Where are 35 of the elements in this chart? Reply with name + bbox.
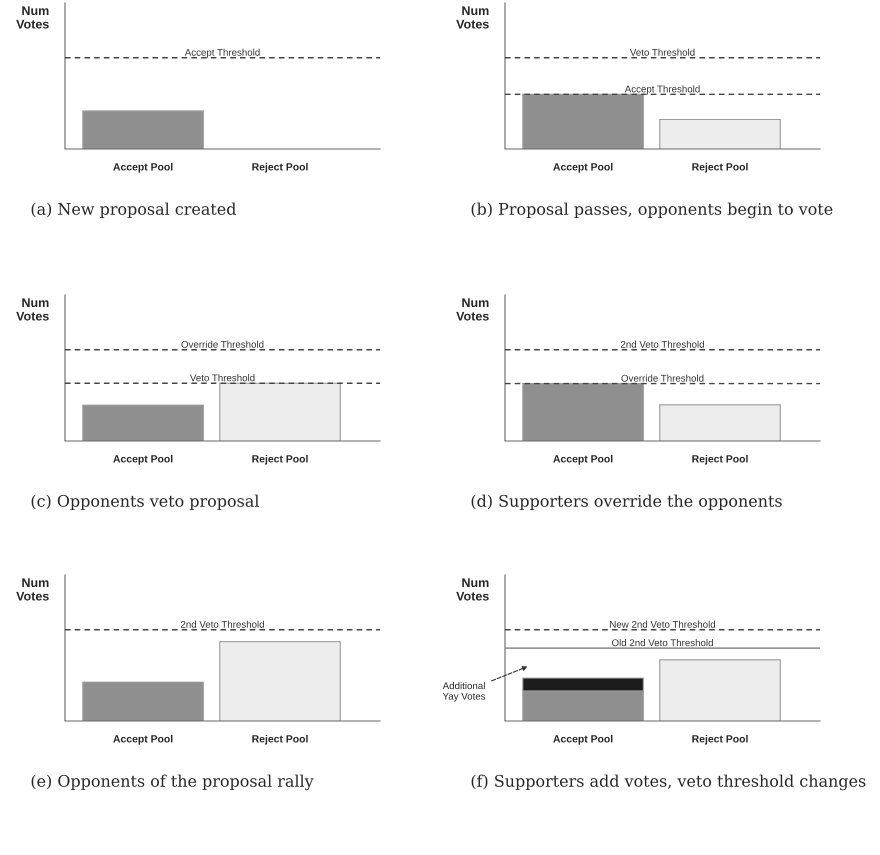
x-tick-label: Accept Pool bbox=[113, 454, 172, 465]
x-tick-label: Reject Pool bbox=[692, 734, 748, 745]
y-axis-title: Num Votes bbox=[456, 298, 489, 321]
x-tick-label: Accept Pool bbox=[553, 454, 612, 465]
text: (e) Opponents of the proposal rally bbox=[32, 774, 314, 790]
y-axis-title: Num Votes bbox=[16, 6, 49, 29]
ref-line-label: 2nd Veto Threshold bbox=[180, 620, 264, 628]
x-tick-label: Accept Pool bbox=[553, 734, 612, 745]
ref-line-label: Override Threshold bbox=[181, 340, 264, 348]
text: (f) Supporters add votes, veto threshold changes bbox=[472, 774, 866, 790]
ref-line-label: Accept Threshold bbox=[624, 85, 700, 94]
x-tick-label: Accept Pool bbox=[553, 162, 612, 173]
text: (c) Opponents veto proposal bbox=[32, 494, 259, 510]
ref-line-label: Override Threshold bbox=[621, 374, 704, 382]
text: Additional Yay Votes bbox=[442, 682, 486, 702]
x-tick-label: Accept Pool bbox=[113, 734, 172, 745]
text: (b) Proposal passes, opponents begin to vote bbox=[472, 202, 832, 218]
y-axis-title: Num Votes bbox=[16, 578, 49, 601]
ref-line-label: Veto Threshold bbox=[630, 48, 694, 56]
text: (d) Supporters override the opponents bbox=[472, 494, 782, 510]
x-tick-label: Reject Pool bbox=[252, 162, 308, 173]
ref-line-label: Old 2nd Veto Threshold bbox=[612, 639, 713, 646]
y-axis-title: Num Votes bbox=[16, 298, 49, 321]
y-axis-title: Num Votes bbox=[456, 578, 489, 601]
x-tick-label: Reject Pool bbox=[252, 734, 308, 745]
ref-line-label: Veto Threshold bbox=[190, 374, 254, 382]
x-tick-label: Reject Pool bbox=[692, 454, 748, 465]
text: (a) New proposal created bbox=[32, 202, 236, 218]
x-tick-label: Reject Pool bbox=[692, 162, 748, 173]
ref-line-label: Accept Threshold bbox=[184, 48, 260, 58]
ref-line-label: New 2nd Veto Threshold bbox=[610, 620, 716, 628]
x-tick-label: Accept Pool bbox=[113, 162, 172, 173]
ref-line-label: 2nd Veto Threshold bbox=[620, 340, 704, 348]
y-axis-title: Num Votes bbox=[456, 6, 489, 29]
x-tick-label: Reject Pool bbox=[252, 454, 308, 465]
